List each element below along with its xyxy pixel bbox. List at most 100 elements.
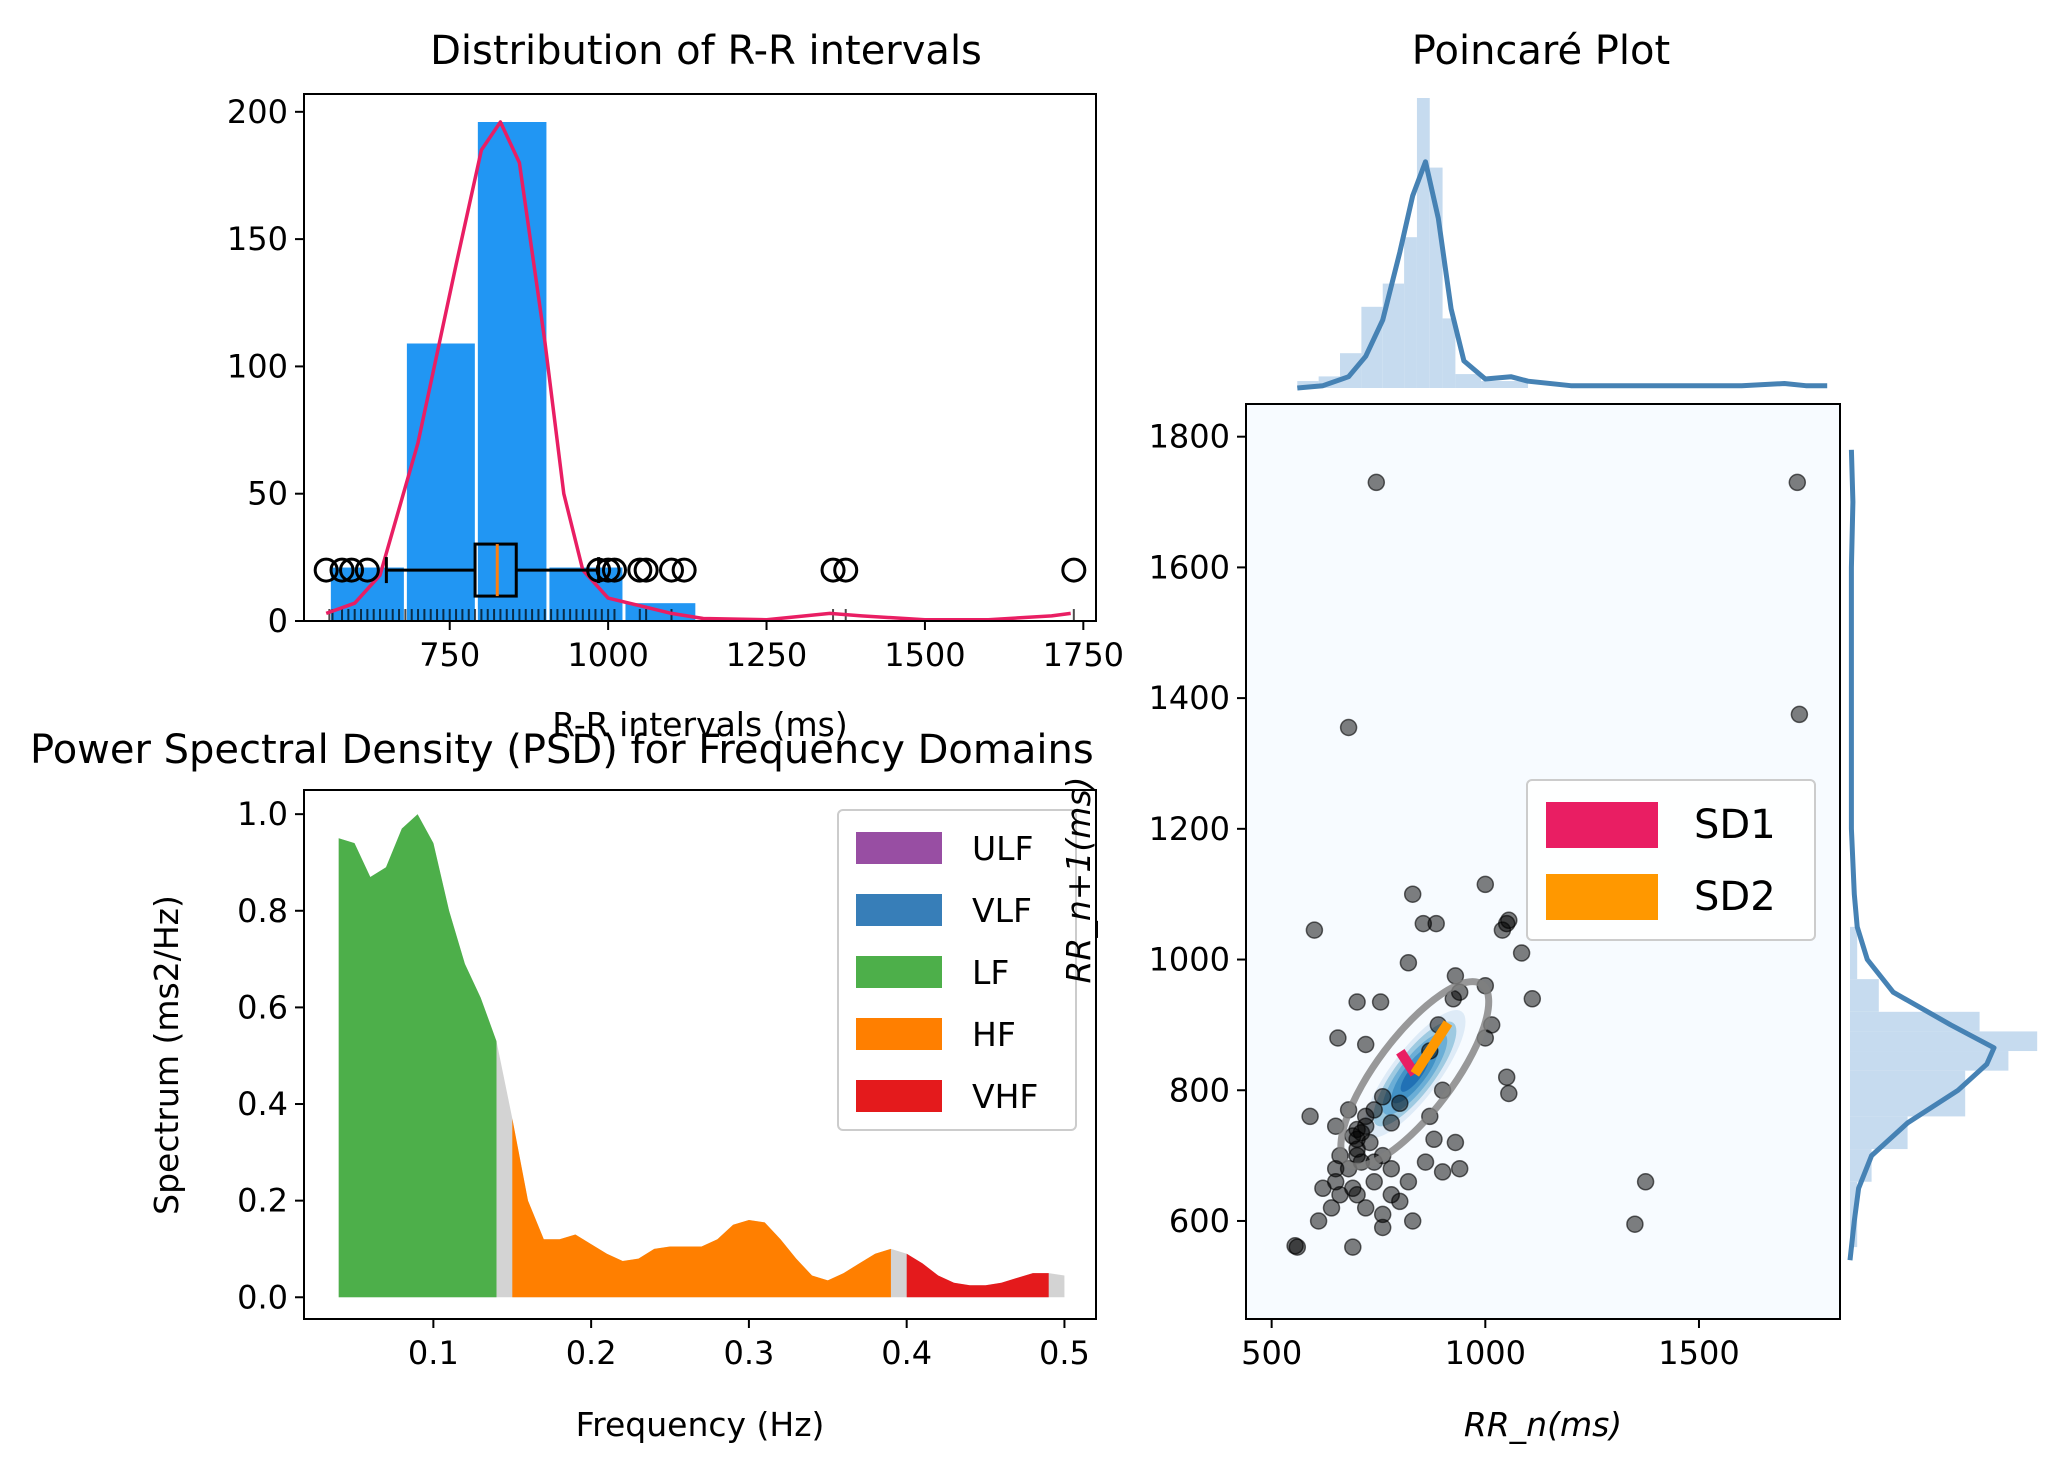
poincare-point-50 xyxy=(1331,1186,1349,1204)
psd-legend-swatch-hf xyxy=(856,1018,942,1050)
poincare-legend-label-sd1: SD1 xyxy=(1694,802,1776,848)
psd-legend-label-hf: HF xyxy=(972,1015,1016,1054)
poincare-point-63 xyxy=(1626,1215,1644,1233)
poincare-point-67 xyxy=(1373,1218,1392,1237)
poincare-y-tick-label-2: 1000 xyxy=(1149,941,1230,979)
poincare-point-60 xyxy=(1450,1159,1469,1178)
psd-band-lf xyxy=(338,814,497,1298)
poincare-point-64 xyxy=(1344,1238,1362,1256)
poincare-y-tick-label-1: 800 xyxy=(1169,1071,1230,1109)
box-outlier-11 xyxy=(820,557,846,583)
top-marginal-bar-0 xyxy=(1297,381,1319,388)
poincare-x-tick-label-1: 1000 xyxy=(1445,1334,1526,1372)
psd-legend-swatch-vhf xyxy=(856,1080,942,1112)
psd-legend-label-vlf: VLF xyxy=(972,891,1032,930)
psd-band-vhf xyxy=(906,1253,1049,1298)
poincare-panel: Poincaré Plot 500 1000 1500 600 800 1000 1200… xyxy=(1059,28,2038,1444)
poincare-legend-label-sd2: SD2 xyxy=(1694,874,1776,920)
sd2-line xyxy=(1410,1020,1453,1077)
psd-y-tick-label-2: 0.4 xyxy=(237,1085,288,1123)
top-marginal-bar-5 xyxy=(1404,237,1417,388)
right-marginal-bar-6 xyxy=(1850,1011,1980,1032)
poincare-point-14 xyxy=(1523,990,1542,1008)
right-marginal-bar-7 xyxy=(1850,979,1879,1012)
psd-legend-swatch-lf xyxy=(856,956,942,988)
psd-y-tick-label-5: 1.0 xyxy=(237,795,288,833)
poincare-point-47 xyxy=(1314,1179,1332,1198)
right-marginal-kde xyxy=(1847,449,1997,1261)
x-tick-label-3: 1500 xyxy=(884,636,965,674)
right-marginal-bar-5 xyxy=(1850,1031,2038,1052)
poincare-point-59 xyxy=(1433,1163,1452,1181)
rr-distribution-panel: Distribution of R-R intervals 750 1000 125… xyxy=(227,28,1124,744)
poincare-point-66 xyxy=(1286,1237,1304,1255)
box-iqr xyxy=(473,542,518,598)
box-outlier-3 xyxy=(354,557,380,583)
right-marginal-bar-8 xyxy=(1850,926,1858,980)
rr-distribution-title: Distribution of R-R intervals xyxy=(430,28,982,74)
poincare-point-0 xyxy=(1367,473,1386,492)
poincare-point-11 xyxy=(1500,911,1518,930)
poincare-point-62 xyxy=(1636,1173,1655,1191)
poincare-point-35 xyxy=(1382,1114,1401,1132)
poincare-point-12 xyxy=(1512,944,1531,962)
poincare-legend: SD1 SD2 xyxy=(1526,779,1816,941)
top-marginal-kde xyxy=(1297,159,1828,391)
box-outlier-5 xyxy=(595,557,621,583)
poincare-point-77 xyxy=(1365,1101,1383,1119)
top-marginal-bar-4 xyxy=(1382,283,1405,388)
poincare-point-52 xyxy=(1365,1173,1383,1191)
poincare-y-tick-label-5: 1600 xyxy=(1149,548,1230,586)
poincare-point-13 xyxy=(1399,954,1418,972)
poincare-ylabel: RR_n+1(ms) xyxy=(1059,776,1098,983)
histogram-bar-3 xyxy=(549,567,623,621)
y-tick-label-0: 0 xyxy=(268,602,288,640)
poincare-point-20 xyxy=(1329,1029,1347,1047)
poincare-x-tick-label-2: 1500 xyxy=(1658,1334,1739,1372)
psd-frame xyxy=(303,789,1097,1320)
poincare-point-33 xyxy=(1391,1094,1409,1113)
poincare-y-tick-label-4: 1400 xyxy=(1149,679,1230,717)
y-tick-label-2: 100 xyxy=(227,347,288,385)
poincare-point-55 xyxy=(1399,1173,1418,1191)
psd-legend-label-vhf: VHF xyxy=(972,1077,1038,1116)
psd-legend-label-lf: LF xyxy=(972,953,1009,992)
poincare-y-tick-label-6: 1800 xyxy=(1149,418,1230,456)
poincare-point-68 xyxy=(1356,1199,1375,1217)
poincare-point-1 xyxy=(1788,473,1807,492)
box-outlier-6 xyxy=(601,557,627,583)
x-tick-label-0: 750 xyxy=(419,636,480,674)
poincare-title: Poincaré Plot xyxy=(1412,28,1670,74)
poincare-point-57 xyxy=(1391,1192,1409,1211)
histogram-bar-1 xyxy=(406,343,475,621)
box-outlier-1 xyxy=(329,557,355,583)
poincare-point-78 xyxy=(1373,1088,1392,1106)
box-outlier-4 xyxy=(586,557,612,583)
poincare-point-24 xyxy=(1301,1107,1319,1126)
x-tick-label-2: 1250 xyxy=(726,636,807,674)
poincare-point-61 xyxy=(1425,1130,1443,1149)
psd-legend-label-ulf: ULF xyxy=(972,829,1034,868)
poincare-point-22 xyxy=(1497,1068,1516,1086)
poincare-point-3 xyxy=(1790,705,1809,724)
psd-y-tick-label-3: 0.6 xyxy=(237,988,288,1026)
poincare-point-5 xyxy=(1403,885,1422,903)
psd-xlabel: Frequency (Hz) xyxy=(576,1405,825,1444)
top-marginal-bar-9 xyxy=(1455,374,1482,388)
sd-ellipse xyxy=(1337,978,1493,1170)
poincare-point-7 xyxy=(1427,914,1445,933)
x-tick-label-1: 1000 xyxy=(567,636,648,674)
poincare-legend-swatch-sd2 xyxy=(1546,874,1658,920)
psd-x-tick-label-1: 0.2 xyxy=(566,1334,617,1372)
poincare-point-70 xyxy=(1446,1133,1465,1152)
box-outlier-12 xyxy=(833,557,859,583)
poincare-point-4 xyxy=(1305,921,1324,939)
box-outlier-8 xyxy=(633,557,659,583)
poincare-point-71 xyxy=(1382,1159,1401,1178)
poincare-legend-swatch-sd1 xyxy=(1546,802,1658,848)
psd-x-tick-label-3: 0.4 xyxy=(881,1334,932,1372)
psd-y-tick-label-1: 0.2 xyxy=(237,1182,288,1220)
top-marginal-bar-8 xyxy=(1442,318,1456,388)
psd-legend-swatch-ulf xyxy=(856,832,942,864)
